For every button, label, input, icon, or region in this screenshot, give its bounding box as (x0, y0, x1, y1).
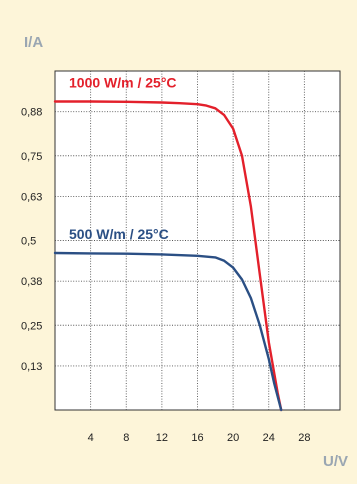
y-tick-label: 0,25 (21, 320, 42, 332)
y-tick-labels: 0,13 0,25 0,38 0,5 0,63 0,75 0,88 (21, 107, 42, 373)
series-group (53, 100, 283, 412)
x-tick-label: 24 (263, 432, 275, 444)
series-label-1: 500 W/m / 25°C (69, 226, 169, 242)
x-tick-labels: 4 8 12 16 20 24 28 (88, 432, 311, 444)
series-labels: 1000 W/m / 25°C 500 W/m / 25°C (69, 75, 177, 243)
y-tick-label: 0,88 (21, 107, 42, 119)
series-line-0 (53, 100, 283, 412)
y-tick-label: 0,63 (21, 191, 42, 203)
series-label-0: 1000 W/m / 25°C (69, 75, 177, 91)
x-tick-label: 8 (123, 432, 129, 444)
x-tick-label: 28 (298, 432, 310, 444)
y-tick-label: 0,38 (21, 276, 42, 288)
y-tick-label: 0,5 (21, 236, 36, 248)
x-tick-label: 12 (156, 432, 168, 444)
x-tick-label: 4 (88, 432, 94, 444)
series-line-1 (53, 251, 283, 412)
y-tick-label: 0,13 (21, 361, 42, 373)
x-tick-label: 16 (191, 432, 203, 444)
x-axis-title: U/V (323, 453, 348, 470)
x-tick-label: 20 (227, 432, 239, 444)
y-tick-label: 0,75 (21, 151, 42, 163)
y-axis-title: I/A (24, 34, 43, 51)
grid (55, 71, 340, 410)
